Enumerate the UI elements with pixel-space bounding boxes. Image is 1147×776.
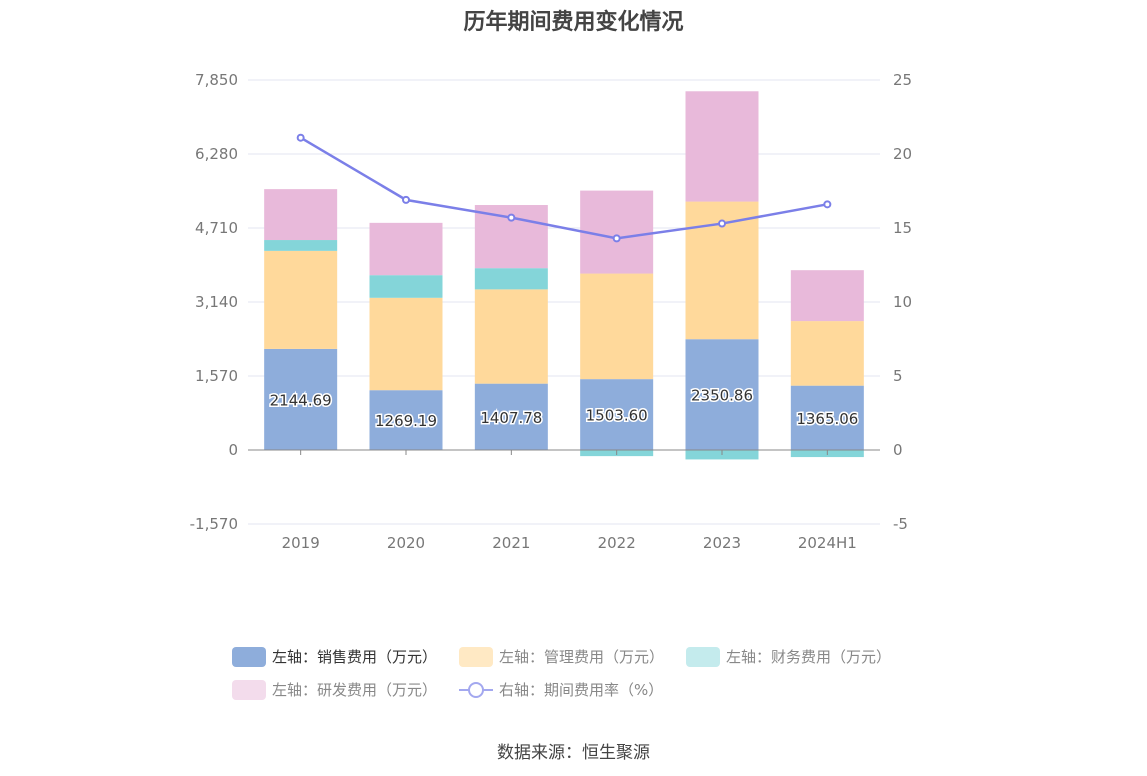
data-label: 1503.60 — [586, 407, 648, 425]
legend-swatch-sales — [232, 646, 266, 667]
bar-segment — [369, 390, 443, 450]
legend-swatch-rate — [459, 680, 494, 700]
right-tick-label: 20 — [893, 145, 912, 163]
right-tick-label: 25 — [893, 71, 912, 89]
bar-segment — [369, 222, 443, 276]
source-note: 数据来源：恒生聚源 — [497, 743, 650, 763]
right-tick-label: 15 — [893, 219, 912, 237]
x-tick-label: 2022 — [598, 534, 636, 552]
bar-segment — [369, 297, 443, 391]
x-tick-label: 2020 — [387, 534, 425, 552]
data-label: 1407.78 — [480, 409, 542, 427]
left-tick-label: 1,570 — [195, 367, 238, 385]
bar-segment — [790, 385, 864, 450]
bar-segment — [580, 190, 654, 274]
right-tick-label: 0 — [893, 441, 903, 459]
data-label: 2144.69 — [270, 391, 332, 409]
legend-item-rate[interactable]: 右轴：期间费用率（%） — [459, 679, 663, 700]
x-tick-label: 2023 — [703, 534, 741, 552]
rate-point — [823, 200, 832, 209]
bar-segment — [264, 240, 338, 251]
legend-item-admin[interactable]: 左轴：管理费用（万元） — [459, 646, 664, 667]
legend-label-sales: 左轴：销售费用（万元） — [272, 648, 438, 666]
bar-segment — [264, 189, 338, 241]
legend-swatch-rnd — [232, 679, 266, 700]
bar-segment — [264, 250, 338, 349]
x-tick-label: 2021 — [492, 534, 530, 552]
rate-point — [612, 234, 621, 243]
bar-segment — [474, 289, 548, 384]
bar-segment — [264, 348, 338, 450]
legend-item-finance[interactable]: 左轴：财务费用（万元） — [686, 646, 891, 667]
data-label: 2350.86 — [691, 387, 753, 405]
x-tick-label: 2019 — [282, 534, 320, 552]
bar-segment — [369, 275, 443, 298]
chart-title: 历年期间费用变化情况 — [463, 10, 684, 35]
legend-item-rnd[interactable]: 左轴：研发费用（万元） — [232, 679, 437, 700]
legend: 左轴：销售费用（万元） 左轴：管理费用（万元） 左轴：财务费用（万元） 左轴：研… — [232, 640, 932, 706]
rate-line — [300, 136, 828, 240]
legend-row-2: 左轴：研发费用（万元） 右轴：期间费用率（%） — [232, 673, 932, 706]
data-label: 1269.19 — [375, 412, 437, 430]
rate-point — [296, 133, 305, 142]
x-tick-label: 2024H1 — [798, 534, 857, 552]
right-tick-label: 5 — [893, 367, 903, 385]
left-tick-label: 3,140 — [195, 293, 238, 311]
rate-point — [402, 195, 410, 204]
bar-segment — [790, 270, 864, 322]
rate-point — [718, 219, 726, 228]
bar-segment — [790, 321, 864, 386]
bar-segment — [474, 383, 548, 450]
bar-segment — [685, 91, 759, 202]
legend-row-1: 左轴：销售费用（万元） 左轴：管理费用（万元） 左轴：财务费用（万元） — [232, 640, 932, 673]
legend-label-finance: 左轴：财务费用（万元） — [726, 648, 892, 666]
data-label: 1365.06 — [796, 410, 858, 428]
chart-canvas: -1,570 0 1,570 3,140 4,710 6,280 7,850 -5 0 5 10 15… — [190, 71, 912, 552]
legend-label-rate: 右轴：期间费用率（%） — [499, 681, 664, 699]
right-tick-label: -5 — [893, 515, 908, 533]
legend-label-rnd: 左轴：研发费用（万元） — [272, 681, 438, 699]
bar-segment — [580, 273, 654, 380]
legend-item-sales[interactable]: 左轴：销售费用（万元） — [232, 646, 437, 667]
left-tick-label: 6,280 — [195, 145, 238, 163]
bar-segment — [474, 268, 548, 290]
legend-label-admin: 左轴：管理费用（万元） — [499, 648, 665, 666]
legend-swatch-admin — [459, 646, 494, 667]
right-tick-label: 10 — [893, 293, 912, 311]
rate-point — [507, 213, 516, 222]
legend-swatch-finance — [686, 646, 721, 667]
bar-segment — [685, 339, 759, 450]
left-tick-label: 7,850 — [195, 71, 238, 89]
left-tick-label: 4,710 — [195, 219, 238, 237]
left-tick-label: 0 — [228, 441, 238, 459]
left-tick-label: -1,570 — [190, 515, 238, 533]
bar-segment — [580, 379, 654, 450]
